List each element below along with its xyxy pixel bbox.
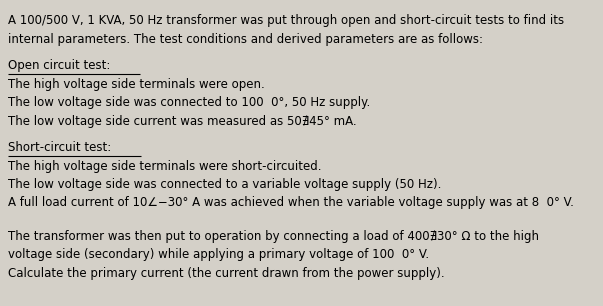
Text: The high voltage side terminals were short-circuited.: The high voltage side terminals were sho… [8, 160, 321, 173]
Text: A 100/500 V, 1 KVA, 50 Hz transformer was put through open and short-circuit tes: A 100/500 V, 1 KVA, 50 Hz transformer wa… [8, 14, 564, 27]
Text: The high voltage side terminals were open.: The high voltage side terminals were ope… [8, 78, 265, 91]
Text: Calculate the primary current (the current drawn from the power supply).: Calculate the primary current (the curre… [8, 267, 444, 280]
Text: Short-circuit test:: Short-circuit test: [8, 141, 111, 154]
Text: internal parameters. The test conditions and derived parameters are as follows:: internal parameters. The test conditions… [8, 33, 483, 46]
Text: The low voltage side was connected to 100 0°, 50 Hz supply.: The low voltage side was connected to 10… [8, 96, 370, 109]
Text: voltage side (secondary) while applying a primary voltage of 100 0° V.: voltage side (secondary) while applying … [8, 248, 429, 261]
Text: The low voltage side was connected to a variable voltage supply (50 Hz).: The low voltage side was connected to a … [8, 178, 441, 191]
Text: The transformer was then put to operation by connecting a load of 400∄30° Ω to t: The transformer was then put to operatio… [8, 230, 539, 243]
Text: A full load current of 10∠−30° A was achieved when the variable voltage supply w: A full load current of 10∠−30° A was ach… [8, 196, 573, 209]
Text: The low voltage side current was measured as 50∄45° mA.: The low voltage side current was measure… [8, 115, 356, 128]
Text: Open circuit test:: Open circuit test: [8, 59, 110, 72]
